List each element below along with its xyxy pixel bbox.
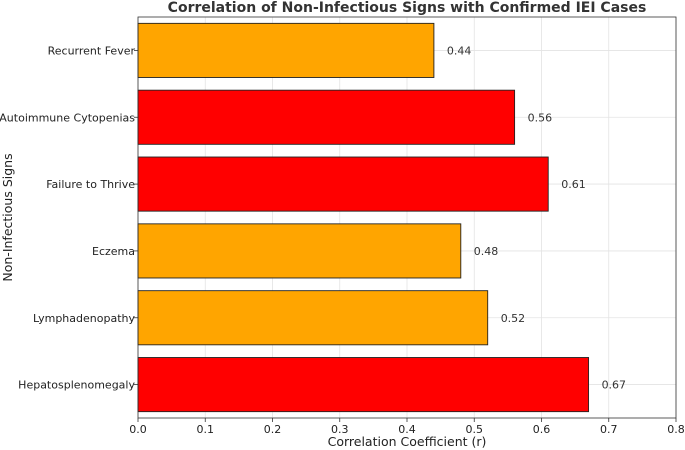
x-tick-label: 0.6 — [533, 423, 551, 436]
x-tick-label: 0.8 — [667, 423, 685, 436]
x-tick-label: 0.4 — [398, 423, 416, 436]
category-label: Eczema — [92, 245, 135, 258]
value-label: 0.56 — [528, 111, 553, 124]
x-tick-label: 0.5 — [466, 423, 484, 436]
x-tick-label: 0.7 — [600, 423, 618, 436]
chart-title: Correlation of Non-Infectious Signs with… — [168, 0, 647, 16]
value-label: 0.61 — [561, 178, 586, 191]
bar — [137, 223, 462, 279]
bar — [137, 22, 435, 78]
y-axis-title: Non-Infectious Signs — [0, 153, 15, 281]
bar — [137, 290, 489, 346]
y-axis-category-labels: Recurrent Fever Autoimmune Cytopenias Fail… — [0, 44, 138, 392]
category-label: Autoimmune Cytopenias — [0, 111, 135, 124]
bar — [137, 357, 590, 413]
x-tick-label: 0.1 — [197, 423, 215, 436]
x-tick-label: 0.3 — [331, 423, 349, 436]
value-label: 0.44 — [447, 44, 472, 57]
x-axis-ticks: 0.0 0.1 0.2 0.3 0.4 0.5 0.6 0.7 0.8 — [129, 418, 685, 436]
category-label: Lymphadenopathy — [33, 312, 135, 325]
category-label: Failure to Thrive — [46, 178, 135, 191]
bars — [137, 22, 590, 413]
value-label: 0.48 — [474, 245, 499, 258]
value-label: 0.67 — [602, 379, 627, 392]
bar — [137, 89, 516, 145]
value-label: 0.52 — [501, 312, 526, 325]
x-tick-label: 0.2 — [264, 423, 282, 436]
category-label: Recurrent Fever — [48, 44, 136, 57]
value-labels: 0.44 0.56 0.61 0.48 0.52 0.67 — [447, 44, 626, 391]
x-tick-label: 0.0 — [129, 423, 147, 436]
x-axis-title: Correlation Coefficient (r) — [328, 434, 487, 449]
bar — [137, 156, 549, 212]
category-label: Hepatosplenomegaly — [18, 379, 135, 392]
